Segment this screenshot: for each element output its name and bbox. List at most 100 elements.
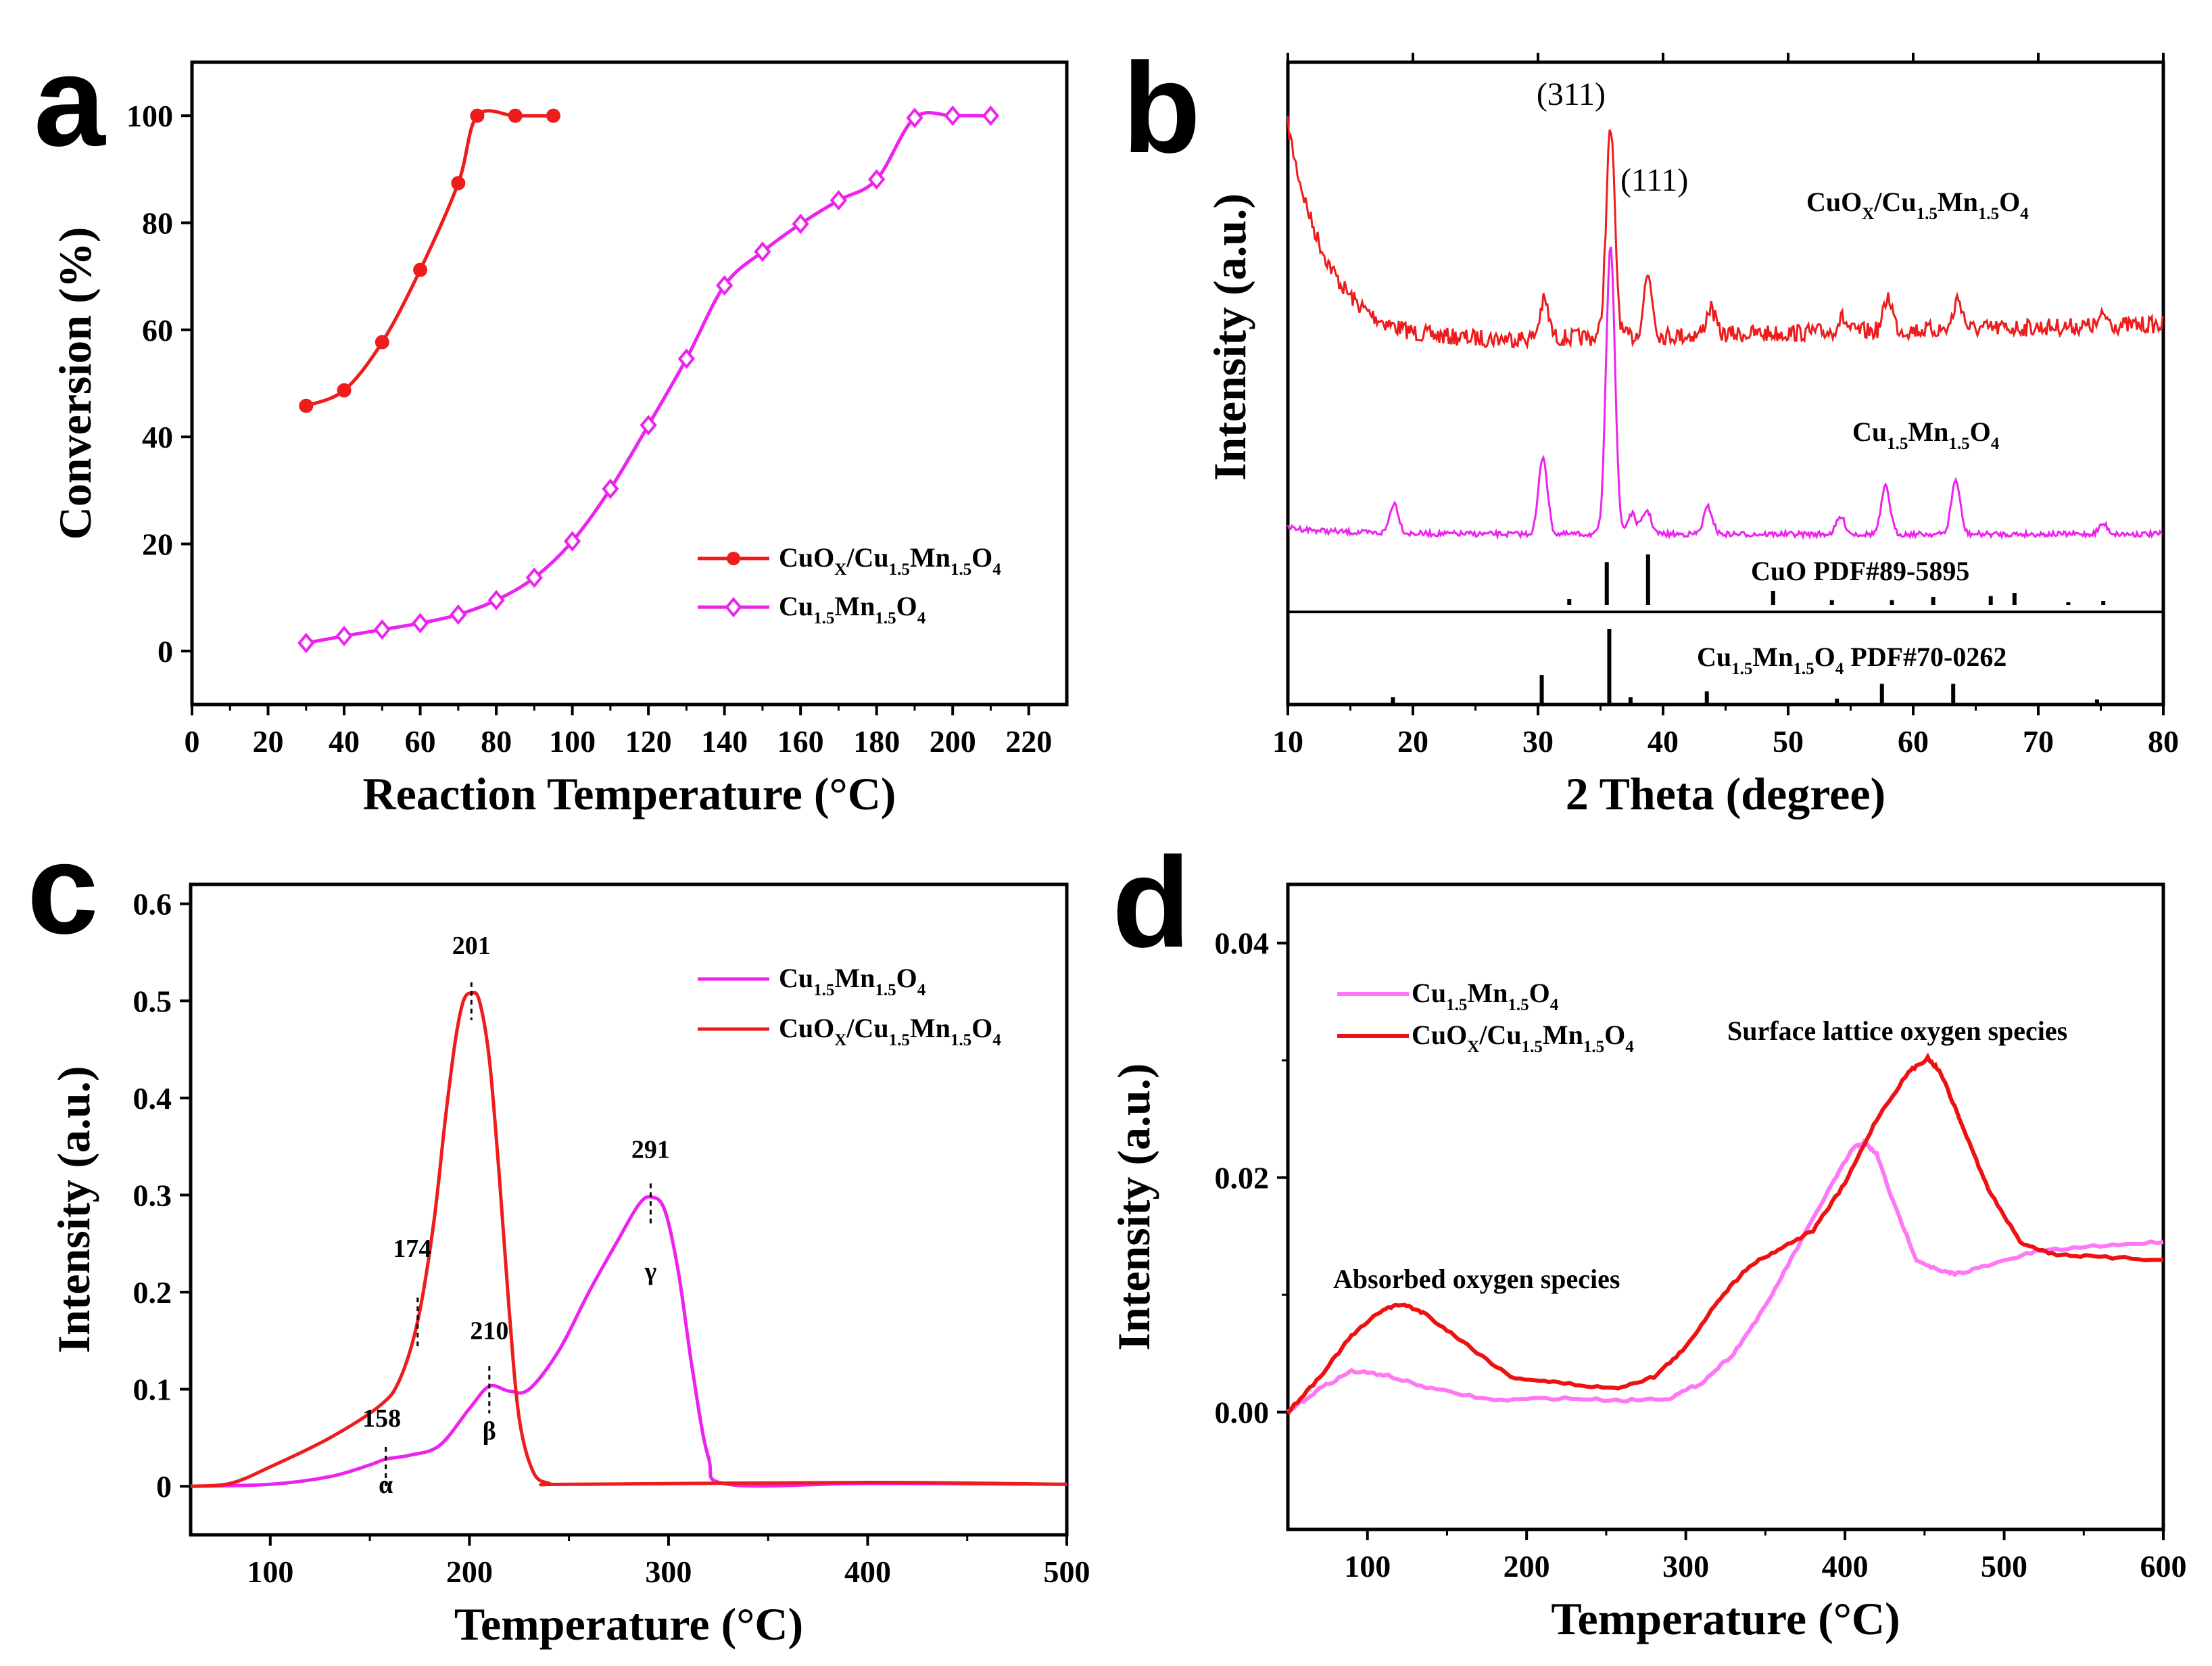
plot-frame [1286, 60, 2165, 707]
x-tick-label: 60 [405, 724, 436, 759]
label-part: Mn [910, 1013, 951, 1043]
x-tick-label: 220 [1005, 724, 1052, 759]
label-part: Cu [779, 963, 813, 993]
x-tick-label: 40 [329, 724, 360, 759]
x-tick-label: 140 [701, 724, 748, 759]
data-point-diamond [716, 275, 734, 296]
label-part: X [1467, 1038, 1479, 1056]
panel-letter-a: a [34, 30, 106, 173]
x-tick-label: 500 [1981, 1549, 2027, 1584]
label-part: Mn [1938, 187, 1978, 217]
legend-label: Cu1.5Mn1.5O4 [1412, 978, 1559, 1014]
label-part: 1.5 [951, 1031, 971, 1049]
label-part: 1.5 [1978, 205, 1999, 223]
label-part: Mn [834, 963, 875, 993]
x-tick-label: 180 [853, 724, 900, 759]
label-part: 1.5 [1948, 435, 1969, 453]
label-part: 4 [1550, 996, 1559, 1014]
x-tick-label: 600 [2140, 1549, 2187, 1584]
panel-letter-c: c [27, 817, 99, 961]
label-part: Mn [1467, 978, 1508, 1008]
peak-greek-label: β [483, 1417, 496, 1446]
peak-temperature-label: 158 [362, 1404, 401, 1433]
peak-temperature-label: 201 [452, 932, 491, 960]
label-part: 1.5 [889, 1031, 910, 1049]
legend-label: CuOX/Cu1.5Mn1.5O4 [1412, 1020, 1634, 1056]
legend-marker-diamond [725, 596, 742, 618]
label-part: O [1529, 978, 1550, 1008]
data-point-diamond [602, 478, 619, 500]
label-part: 4 [1991, 435, 2000, 453]
reference-label-cuo: CuO PDF#89-5895 [1751, 556, 1969, 586]
label-part: Cu [1852, 416, 1887, 447]
legend-label: CuOX/Cu1.5Mn1.5O4 [779, 1013, 1001, 1049]
y-tick-label: 40 [142, 420, 173, 454]
x-tick-label: 200 [1504, 1549, 1550, 1584]
label-part: 1.5 [875, 981, 896, 999]
label-part: 1.5 [813, 609, 834, 627]
label-part: /Cu [1478, 1020, 1521, 1050]
legend-label: CuOX/Cu1.5Mn1.5O4 [779, 542, 1001, 579]
label-part: 1.5 [889, 561, 910, 579]
y-tick-label: 0.2 [133, 1275, 172, 1310]
label-part: CuO [779, 542, 834, 573]
panel-letter-d: d [1112, 831, 1191, 974]
data-point-diamond [564, 531, 581, 552]
x-tick-label: 60 [1898, 724, 1929, 759]
series-cu1.5mn1.5o4 [297, 105, 1000, 654]
label-part: O [896, 591, 917, 621]
x-tick-label: 80 [481, 724, 512, 759]
data-point-diamond [373, 619, 391, 640]
y-tick-label: 0.04 [1215, 926, 1270, 961]
y-tick-label: 0.5 [133, 984, 172, 1018]
x-tick-label: 200 [446, 1554, 493, 1589]
label-part: 1.5 [1508, 996, 1529, 1014]
x-axis-title: 2 Theta (degree) [1566, 768, 1885, 819]
label-part: /Cu [846, 1013, 888, 1043]
label-part: 1.5 [1446, 996, 1467, 1014]
y-tick-label: 0.3 [133, 1178, 172, 1212]
data-point-diamond [906, 108, 923, 128]
series-line-cuox-cu1.5mn1.5o4 [190, 991, 1067, 1488]
label-part: 4 [2020, 205, 2029, 223]
legend-marker-circle [727, 552, 740, 565]
x-tick-label: 50 [1773, 724, 1804, 759]
label-part: CuO [779, 1013, 834, 1043]
peak-temperature-label: 174 [393, 1235, 431, 1263]
plot-frame [1286, 882, 2165, 1531]
label-part: 4 [1835, 660, 1844, 678]
reference-pattern-0 [1567, 554, 2106, 605]
data-point-diamond [411, 613, 429, 634]
label-part: 1.5 [1917, 205, 1938, 223]
y-tick-label: 60 [142, 313, 173, 348]
label-part: Mn [1543, 1020, 1583, 1050]
x-tick-label: 80 [2148, 724, 2179, 759]
label-part: O [1604, 1020, 1625, 1050]
data-point-circle [299, 398, 314, 413]
peak-temperature-label: 291 [631, 1135, 670, 1164]
panel-a-conversion-chart: 0 20 40 60 80 100 120 140 160 180 200 220 0 20 40 60 80 1… [49, 60, 1069, 819]
series-line [305, 109, 554, 408]
y-tick-label: 0.1 [133, 1373, 172, 1407]
label-part: 4 [1625, 1038, 1634, 1056]
peak-greek-label: γ [644, 1257, 657, 1285]
label-part: O [1970, 416, 1991, 447]
y-axis-title: Intensity (a.u.) [1204, 193, 1255, 481]
data-point-diamond [830, 190, 848, 211]
label-part: O [896, 963, 917, 993]
data-point-diamond [982, 105, 1000, 126]
x-tick-label: 30 [1522, 724, 1554, 759]
label-part: 1.5 [1583, 1038, 1604, 1056]
x-axis-title: Temperature (°C) [1551, 1593, 1900, 1644]
data-point-circle [451, 176, 466, 191]
x-tick-label: 120 [625, 724, 672, 759]
y-tick-label: 20 [142, 527, 173, 562]
label-part: 4 [992, 1031, 1001, 1049]
x-tick-label: 500 [1044, 1554, 1090, 1589]
data-point-diamond [754, 241, 771, 262]
y-tick-label: 0.02 [1215, 1161, 1270, 1195]
label-part: CuO [1806, 187, 1862, 217]
pattern-label-cuox: CuOX/Cu1.5Mn1.5O4 [1806, 187, 2029, 223]
